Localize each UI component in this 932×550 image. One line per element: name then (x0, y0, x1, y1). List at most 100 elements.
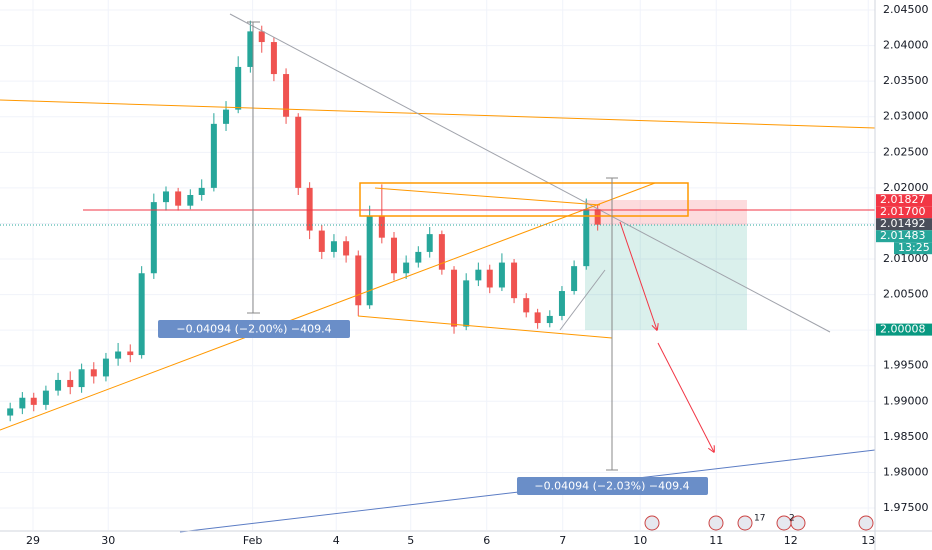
y-tick-label: 1.99000 (883, 394, 929, 407)
price-label: 2.01827 (880, 193, 926, 206)
y-tick-label: 2.04500 (883, 3, 929, 16)
y-tick-label: 1.99500 (883, 359, 929, 372)
y-tick-label: 1.98000 (883, 465, 929, 478)
candle-body (403, 262, 410, 274)
price-label-box (876, 206, 932, 219)
trend-line (357, 315, 613, 339)
stop-zone (585, 200, 747, 225)
candle-body (583, 209, 590, 267)
y-tick-label: 2.04000 (883, 39, 929, 52)
events: 17 2 (644, 514, 874, 531)
trend-line (229, 13, 831, 333)
x-tick-label: 7 (559, 534, 566, 547)
event-count: 2 (789, 514, 795, 524)
candle-body (78, 369, 85, 388)
candle-body (283, 74, 290, 117)
candle-body (546, 315, 553, 324)
event-icon (858, 515, 874, 531)
price-label-box (876, 323, 932, 336)
y-tick-label: 2.02500 (883, 145, 929, 158)
candle-body (295, 116, 302, 188)
measure-label: −0.04094 (−2.00%) −409.4 (176, 323, 331, 336)
axes: 1.97500 1.98000 1.98500 1.99000 1.99500 2.000… (26, 3, 932, 547)
x-tick-label: 10 (633, 534, 647, 547)
candle-body (175, 191, 182, 206)
trend-line (0, 182, 656, 431)
event-icon (737, 515, 753, 531)
candle-body (438, 234, 445, 270)
candle-body (138, 273, 145, 356)
x-tick-label: 29 (26, 534, 40, 547)
candle-body (67, 379, 74, 388)
candle-body (594, 209, 601, 225)
candle-body (330, 241, 337, 252)
zone-box (359, 182, 689, 217)
drawings (0, 13, 876, 533)
candle-body (55, 379, 62, 391)
y-tick-label: 1.98500 (883, 430, 929, 443)
trend-line (559, 269, 606, 331)
candle-body (390, 237, 397, 274)
target-zone (585, 225, 747, 330)
candle-body (90, 369, 97, 377)
candle-body (523, 298, 530, 313)
candle-body (127, 351, 134, 356)
candle-body (247, 31, 254, 67)
countdown-box (894, 242, 932, 255)
measure-box (158, 320, 350, 338)
candle-body (223, 109, 230, 124)
candle-body (511, 262, 518, 299)
x-tick-label: 5 (407, 534, 414, 547)
candle-body (102, 358, 109, 377)
price-label: 2.01492 (880, 217, 926, 230)
candle-body (198, 187, 205, 195)
candle-body (378, 216, 385, 238)
candle-body (475, 269, 482, 281)
y-tick-label: 2.02000 (883, 181, 929, 194)
arrow (619, 221, 657, 330)
price-axis (875, 0, 932, 550)
price-label: 2.01483 (880, 229, 926, 242)
candle-body (30, 397, 37, 405)
price-label-box (876, 194, 932, 207)
candle-body (355, 255, 362, 306)
price-label-box (876, 218, 932, 231)
candle-body (42, 390, 49, 405)
candle-body (306, 187, 313, 231)
y-tick-label: 2.00500 (883, 288, 929, 301)
countdown: 13:25 (898, 241, 930, 254)
candle-body (451, 269, 458, 327)
measure-box (517, 477, 708, 495)
candle-body (571, 266, 578, 292)
candle-body (162, 191, 169, 203)
event-icon (644, 515, 660, 531)
candle-body (366, 216, 373, 306)
trend-line (0, 99, 876, 129)
candle-body (534, 312, 541, 324)
candle-body (270, 42, 277, 75)
candle-body (318, 230, 325, 252)
x-tick-label: Feb (243, 534, 262, 547)
price-label-box (876, 230, 932, 243)
candle-body (115, 351, 122, 359)
x-tick-label: 13 (861, 534, 875, 547)
candle-body (187, 194, 194, 206)
price-label: 2.01700 (880, 205, 926, 218)
x-tick-label: 30 (101, 534, 115, 547)
candle-body (498, 262, 505, 288)
candles (7, 20, 601, 422)
y-tick-label: 2.03000 (883, 110, 929, 123)
candle-body (486, 269, 493, 288)
arrow (657, 342, 714, 452)
candle-body (343, 241, 350, 256)
candle-body (258, 31, 265, 43)
y-tick-label: 2.01000 (883, 252, 929, 265)
x-tick-label: 11 (709, 534, 723, 547)
trend-line (374, 187, 601, 206)
price-label: 2.00008 (880, 323, 926, 336)
candle-body (19, 397, 26, 409)
measure-label: −0.04094 (−2.03%) −409.4 (534, 480, 689, 493)
x-tick-label: 4 (333, 534, 340, 547)
